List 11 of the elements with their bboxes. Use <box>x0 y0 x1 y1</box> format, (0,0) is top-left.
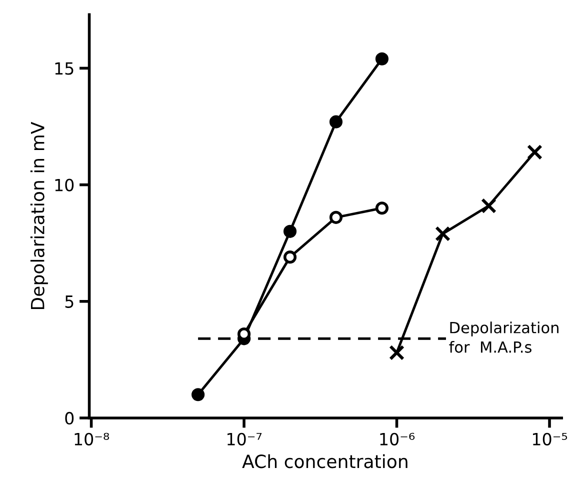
x-tick-label: 10⁻⁷ <box>228 432 262 446</box>
x-axis-title: ACh concentration <box>242 454 408 468</box>
x-tick-label: 10⁻⁵ <box>532 432 568 446</box>
x-tick-label: 10⁻⁶ <box>380 432 415 446</box>
annotation: Depolarization for M.A.P.s <box>449 322 558 353</box>
y-axis-title: Depolarization in mV <box>30 122 48 310</box>
x-tick-label: 10⁻⁸ <box>74 432 110 446</box>
y-tick-label: 10 <box>55 178 74 192</box>
y-tick-label: 0 <box>65 412 74 425</box>
y-tick-label: 15 <box>55 62 74 75</box>
y-tick-label: 5 <box>65 296 74 308</box>
